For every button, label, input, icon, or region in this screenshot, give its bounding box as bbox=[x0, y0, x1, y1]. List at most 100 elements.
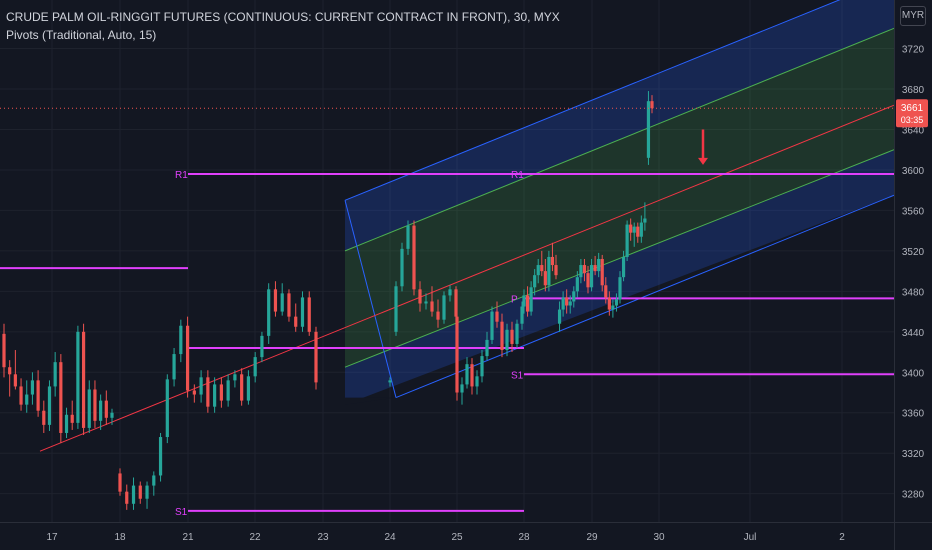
channel-band-upper bbox=[345, 0, 894, 251]
candle bbox=[522, 289, 526, 314]
candle-body bbox=[442, 295, 446, 320]
candle bbox=[520, 301, 524, 330]
y-tick-label: 3600 bbox=[902, 166, 925, 177]
candle bbox=[448, 285, 452, 302]
candle-body bbox=[138, 485, 142, 499]
x-tick-label: Jul bbox=[744, 532, 757, 543]
candle-body bbox=[618, 277, 622, 300]
candle bbox=[179, 319, 183, 363]
candle-body bbox=[646, 101, 651, 158]
y-tick-label: 3720 bbox=[902, 45, 925, 56]
candle-body bbox=[47, 386, 52, 425]
candle bbox=[424, 293, 428, 310]
candle bbox=[19, 378, 23, 411]
candle bbox=[25, 380, 29, 413]
candle bbox=[2, 323, 6, 378]
candle-body bbox=[25, 394, 29, 405]
candle bbox=[600, 254, 604, 292]
candle bbox=[480, 350, 484, 383]
candle-body bbox=[505, 329, 509, 351]
currency-button[interactable]: MYR bbox=[900, 6, 926, 26]
candle bbox=[525, 286, 530, 317]
candle bbox=[540, 250, 544, 277]
candle-body bbox=[406, 225, 410, 249]
candle-body bbox=[42, 410, 46, 425]
candle-body bbox=[388, 380, 392, 383]
channel-inner-upper-line bbox=[344, 27, 895, 252]
candle bbox=[500, 313, 504, 358]
candle-body bbox=[64, 414, 69, 433]
candle-body bbox=[490, 311, 494, 340]
candle bbox=[586, 266, 590, 294]
candle-body bbox=[192, 390, 196, 395]
candle bbox=[536, 258, 540, 284]
candle-body bbox=[500, 321, 504, 351]
candle bbox=[199, 370, 203, 403]
candle-body bbox=[597, 258, 601, 272]
candle bbox=[246, 370, 251, 405]
arrow-down-icon bbox=[698, 157, 708, 165]
candle bbox=[597, 252, 601, 278]
candle-body bbox=[314, 331, 318, 383]
candle-body bbox=[600, 258, 604, 286]
candle bbox=[185, 316, 190, 398]
candle bbox=[47, 380, 52, 431]
candle-body bbox=[19, 386, 23, 405]
candle bbox=[418, 281, 422, 312]
chart-legend: CRUDE PALM OIL-RINGGIT FUTURES (CONTINUO… bbox=[6, 8, 560, 44]
candle bbox=[192, 384, 196, 403]
candle-body bbox=[246, 376, 251, 401]
candle-body bbox=[30, 380, 35, 395]
candle bbox=[267, 283, 271, 344]
candle-body bbox=[579, 265, 583, 278]
indicator-title[interactable]: Pivots (Traditional, Auto, 15) bbox=[6, 28, 157, 42]
candle-body bbox=[253, 357, 257, 377]
candle bbox=[280, 283, 284, 316]
candle-body bbox=[510, 329, 514, 344]
candle-body bbox=[575, 277, 579, 292]
candle bbox=[172, 348, 176, 387]
x-tick-label: 24 bbox=[384, 532, 396, 543]
candle bbox=[515, 319, 519, 348]
candle bbox=[219, 377, 223, 408]
candle-body bbox=[593, 265, 597, 272]
x-tick-label: 2 bbox=[839, 532, 845, 543]
candle-body bbox=[87, 389, 91, 428]
candle bbox=[557, 301, 562, 332]
candle bbox=[575, 271, 579, 298]
candle bbox=[152, 471, 156, 496]
candle-body bbox=[99, 400, 103, 421]
candle bbox=[314, 326, 318, 390]
candle bbox=[460, 377, 464, 405]
y-tick-label: 3680 bbox=[902, 85, 925, 96]
candle-body bbox=[36, 380, 40, 411]
candle-body bbox=[536, 265, 540, 276]
candle bbox=[125, 484, 129, 510]
x-tick-label: 22 bbox=[249, 532, 261, 543]
candle bbox=[629, 218, 633, 241]
candle-body bbox=[152, 475, 156, 486]
candle-body bbox=[93, 389, 97, 421]
candle bbox=[300, 291, 305, 332]
candle bbox=[625, 220, 629, 261]
candle bbox=[505, 323, 509, 357]
candle bbox=[8, 360, 12, 397]
candle bbox=[233, 370, 237, 388]
candle bbox=[388, 377, 392, 387]
x-tick-label: 23 bbox=[317, 532, 329, 543]
candle-body bbox=[294, 316, 298, 327]
candle-body bbox=[475, 376, 479, 387]
candle bbox=[543, 258, 547, 292]
candle bbox=[240, 368, 244, 406]
x-tick-label: 28 bbox=[518, 532, 530, 543]
candle bbox=[643, 202, 647, 231]
candle bbox=[87, 380, 91, 433]
candle-body bbox=[495, 311, 499, 322]
candle-body bbox=[81, 331, 86, 428]
candle-body bbox=[199, 377, 203, 395]
candle-body bbox=[448, 289, 452, 296]
x-tick-label: 17 bbox=[46, 532, 58, 543]
candle-body bbox=[110, 412, 114, 418]
candle-body bbox=[131, 485, 136, 504]
